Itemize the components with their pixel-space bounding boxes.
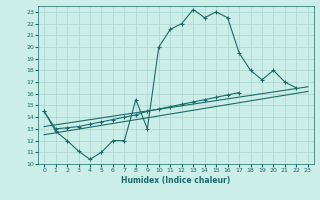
X-axis label: Humidex (Indice chaleur): Humidex (Indice chaleur) [121,176,231,185]
